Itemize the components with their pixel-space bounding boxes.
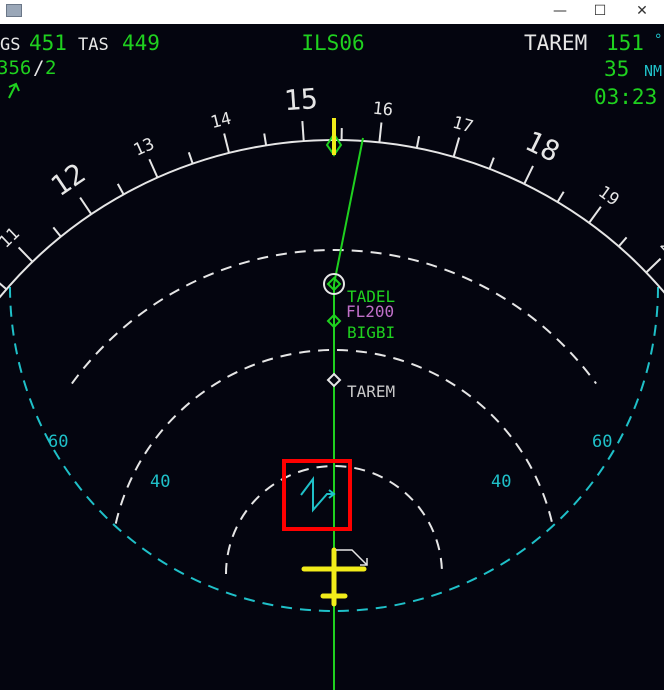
range-label-left-outer: 60 [48, 432, 68, 452]
compass-label-16: 16 [372, 99, 394, 121]
compass-tick [452, 137, 461, 158]
compass-tick [378, 122, 383, 143]
compass-tick [116, 183, 125, 195]
compass-tick [523, 165, 534, 185]
waypoint-label-tarem: TAREM [347, 382, 395, 401]
compass-label-17: 17 [450, 113, 475, 138]
nd-canvas: GS 451 TAS 449 356 / 2 ILS06 TAREM 151 °… [0, 31, 664, 690]
navigation-display: GS 451 TAS 449 356 / 2 ILS06 TAREM 151 °… [0, 24, 664, 690]
waypoint-eta: 03:23 [594, 85, 657, 109]
tas-value: 449 [122, 31, 160, 55]
compass-tick [0, 282, 8, 291]
track-trend-icon [336, 549, 368, 566]
compass-label-14: 14 [209, 109, 234, 133]
waypoint-name: TAREM [524, 31, 587, 55]
waypoint-distance: 35 [604, 57, 629, 81]
wind-separator: / [33, 57, 44, 79]
compass-tick [617, 236, 628, 248]
waypoint-bearing: 151 [606, 31, 644, 55]
compass-tick [187, 151, 194, 164]
range-label-right-outer: 60 [592, 432, 612, 452]
compass-tick [301, 121, 305, 142]
range-ring-outer-white [71, 249, 597, 385]
compass-tick [588, 206, 602, 224]
waypoint-diamond-tarem[interactable] [326, 372, 342, 388]
aircraft-symbol [301, 547, 367, 607]
compass-tick [79, 197, 93, 215]
wind-direction: 356 [0, 57, 31, 79]
waypoint-label-tadel: TADEL [347, 287, 395, 306]
close-icon: ✕ [636, 3, 648, 19]
close-button[interactable]: ✕ [622, 0, 662, 24]
gs-label: GS [0, 35, 20, 55]
maximize-button[interactable]: ☐ [580, 0, 620, 24]
compass-label-18: 18 [520, 124, 565, 168]
compass-tick [645, 257, 662, 274]
range-label-left-inner: 40 [150, 472, 170, 492]
compass-label-12: 12 [45, 157, 91, 203]
compass-label-19: 19 [594, 182, 622, 210]
compass-tick [415, 136, 421, 149]
app-icon [6, 4, 22, 17]
compass-tick [556, 191, 565, 203]
compass-tick [148, 158, 159, 178]
waypoint-diamond-tadel[interactable] [326, 276, 342, 292]
compass-tick [488, 157, 495, 170]
degree-symbol: ° [654, 32, 662, 48]
gs-value: 451 [29, 31, 67, 55]
title-bar: — ☐ ✕ [0, 0, 664, 24]
compass-label-20: 20 [656, 235, 664, 264]
compass-label-13: 13 [131, 134, 158, 161]
maximize-icon: ☐ [593, 3, 607, 19]
approach-label: ILS06 [301, 31, 364, 55]
highlight-box [282, 459, 352, 531]
waypoint-label-bigbi: BIGBI [347, 323, 395, 342]
range-label-right-inner: 40 [491, 472, 511, 492]
wind-speed: 2 [45, 57, 56, 79]
minimize-button[interactable]: — [540, 0, 580, 24]
compass-tick [52, 226, 62, 238]
active-waypoint-circle [323, 273, 345, 295]
wind-arrow-icon [8, 82, 20, 99]
distance-unit: NM [644, 62, 662, 80]
tas-label: TAS [78, 35, 109, 55]
compass-tick [263, 133, 268, 146]
range-ring-inner [225, 465, 443, 575]
altitude-constraint: FL200 [346, 302, 394, 321]
compass-tick [223, 133, 230, 154]
wind-shear-icon[interactable] [300, 476, 336, 513]
flight-plan-leg [333, 137, 364, 285]
waypoint-diamond-bigbi[interactable] [326, 313, 342, 329]
compass-tick [17, 246, 34, 263]
minimize-icon: — [553, 3, 567, 19]
compass-arc [0, 139, 664, 299]
compass-label-15: 15 [283, 82, 319, 117]
